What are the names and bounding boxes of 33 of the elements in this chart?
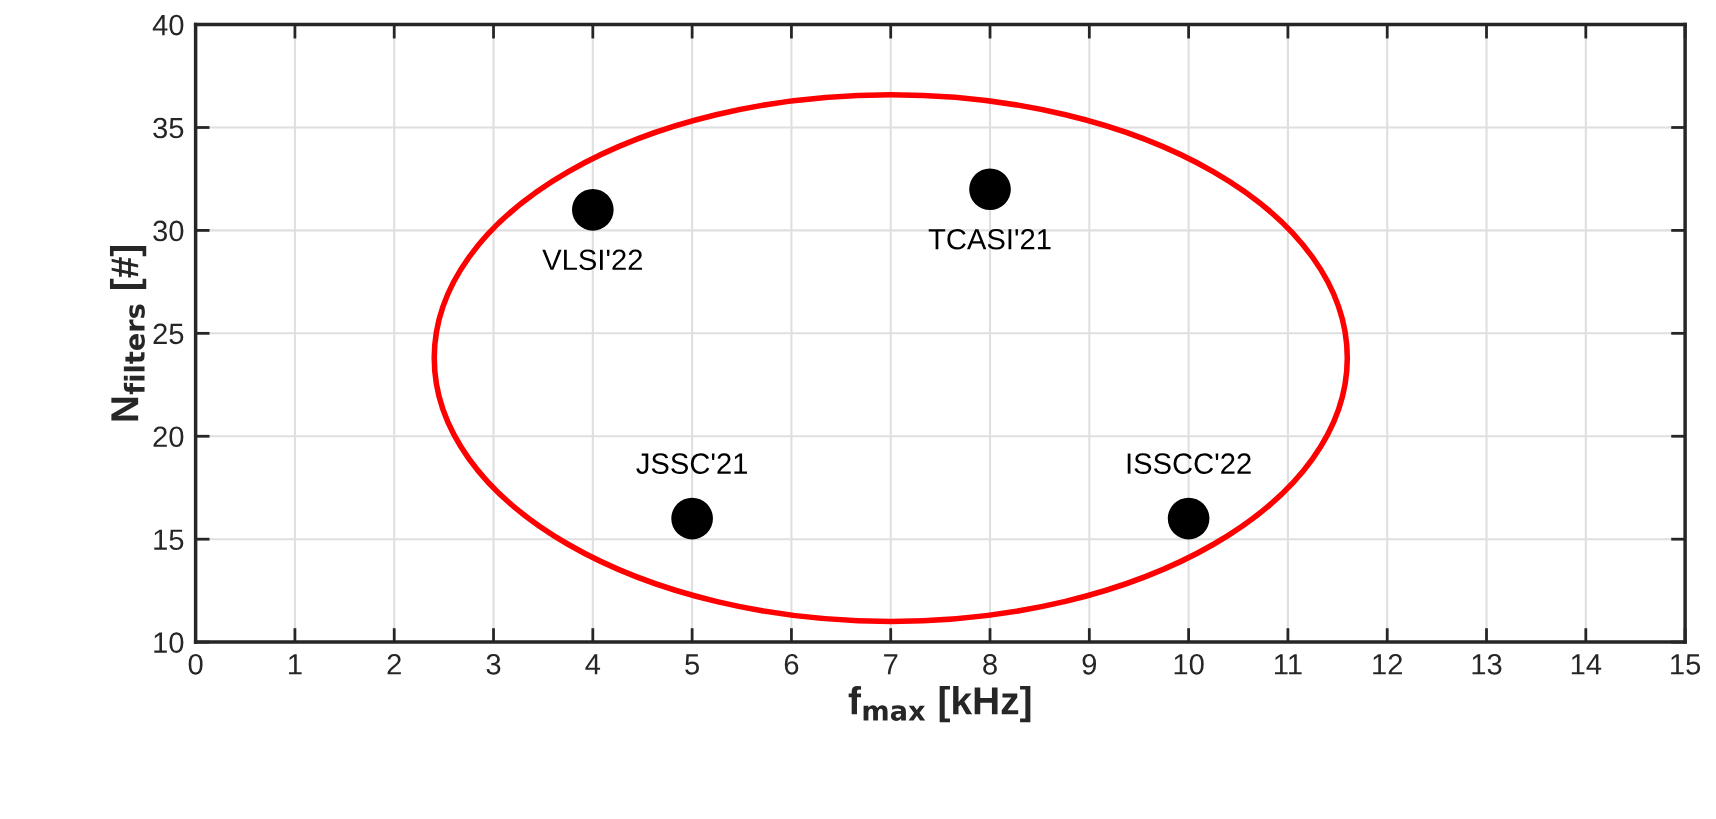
x-axis-title: f$_{max}$ [kHz] [848,685,1031,723]
annotation: VLSI'22 [542,249,642,271]
y-tick-label: 15 [154,529,184,551]
x-tick-label: 0 [188,653,203,675]
x-tick-label: 11 [1275,654,1302,675]
y-tick-label: 35 [153,117,184,139]
annotation: TCASI'21 [928,228,1051,250]
x-tick-label: 14 [1571,654,1602,675]
x-tick-label: 1 [289,654,302,675]
y-tick-label: 30 [153,220,184,242]
x-tick-label: 15 [1671,654,1701,675]
x-tick-label: 6 [784,653,799,675]
x-tick-label: 12 [1373,653,1402,675]
y-axis-title: N$_{filters}$ [#] [109,245,147,421]
point [571,188,614,231]
y-tick-label: 40 [152,14,184,36]
y-tick-label: 10 [154,632,184,653]
x-tick-label: 13 [1472,653,1502,675]
point [671,497,713,540]
point [1167,497,1210,540]
point [969,168,1011,211]
x-tick-label: 7 [884,654,898,675]
x-tick-label: 5 [685,654,700,675]
y-tick-label: 20 [153,426,184,448]
x-tick-label: 4 [585,654,601,675]
annotation: JSSC'21 [636,453,747,474]
annotation: ISSCC'22 [1127,453,1251,474]
x-tick-label: 10 [1174,653,1204,675]
y-tick-label: 25 [153,323,184,345]
x-tick-label: 8 [983,653,997,675]
x-tick-label: 2 [387,653,401,675]
x-tick-label: 9 [1082,653,1097,675]
x-tick-label: 3 [486,653,501,675]
